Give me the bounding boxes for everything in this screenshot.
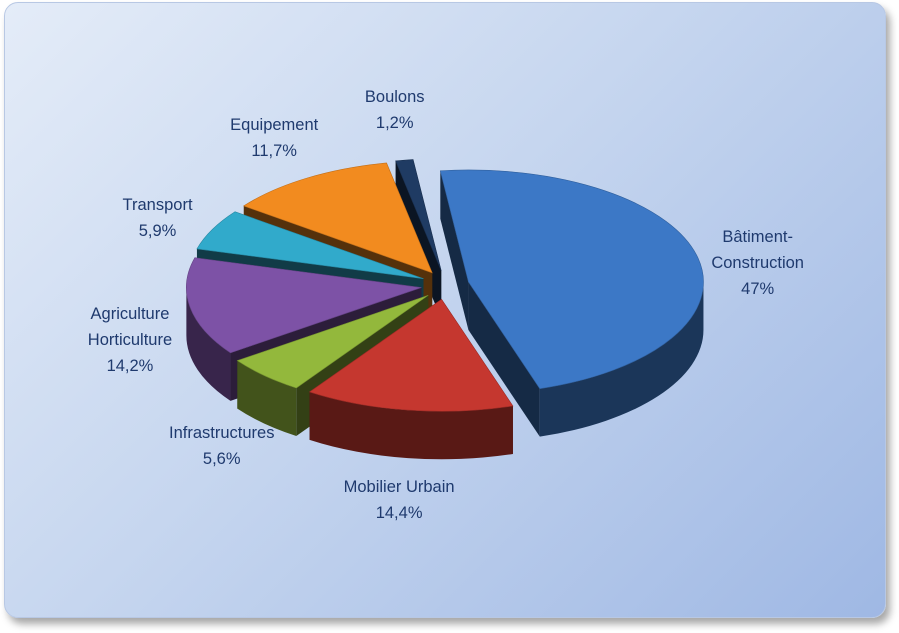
slice-top xyxy=(196,211,424,279)
slice-top xyxy=(395,159,442,271)
slice-side xyxy=(468,281,540,437)
value-label: 5,9% xyxy=(138,222,177,241)
category-label: Transport xyxy=(122,196,193,215)
data-label: Mobilier Urbain 14,4% xyxy=(332,474,466,526)
data-label: Agriculture Horticulture 14,2% xyxy=(63,301,197,379)
value-label: 14,2% xyxy=(106,356,154,375)
category-label: Mobilier Urbain xyxy=(343,477,455,496)
slice-top xyxy=(439,169,704,389)
value-label: 14,4% xyxy=(375,503,423,522)
slice-top xyxy=(243,162,433,274)
slice-wall xyxy=(186,287,231,401)
data-label: Transport 5,9% xyxy=(91,192,225,244)
slice-wall xyxy=(539,281,704,437)
slice-top xyxy=(308,298,514,412)
category-label: Infrastructures xyxy=(168,424,275,443)
slice-side xyxy=(440,170,469,330)
slice-top xyxy=(186,257,422,354)
slice xyxy=(308,298,514,460)
slice-wall xyxy=(237,360,297,436)
value-label: 1,2% xyxy=(375,114,414,133)
data-label: Equipement 11,7% xyxy=(207,112,341,164)
category-label: Boulons xyxy=(364,88,425,107)
value-label: 5,6% xyxy=(202,450,241,469)
slice xyxy=(439,169,704,437)
slice-wall xyxy=(309,391,513,460)
category-label: Agriculture Horticulture xyxy=(87,304,173,349)
slice-top xyxy=(236,295,429,389)
data-label: Boulons 1,2% xyxy=(328,84,462,136)
value-label: 11,7% xyxy=(251,142,297,161)
category-label: Equipement xyxy=(230,116,319,135)
data-label: Infrastructures 5,6% xyxy=(155,420,289,472)
data-label: Bâtiment-Construction 47% xyxy=(691,224,825,302)
category-label: Bâtiment-Construction xyxy=(711,228,804,273)
value-label: 47% xyxy=(741,280,775,299)
